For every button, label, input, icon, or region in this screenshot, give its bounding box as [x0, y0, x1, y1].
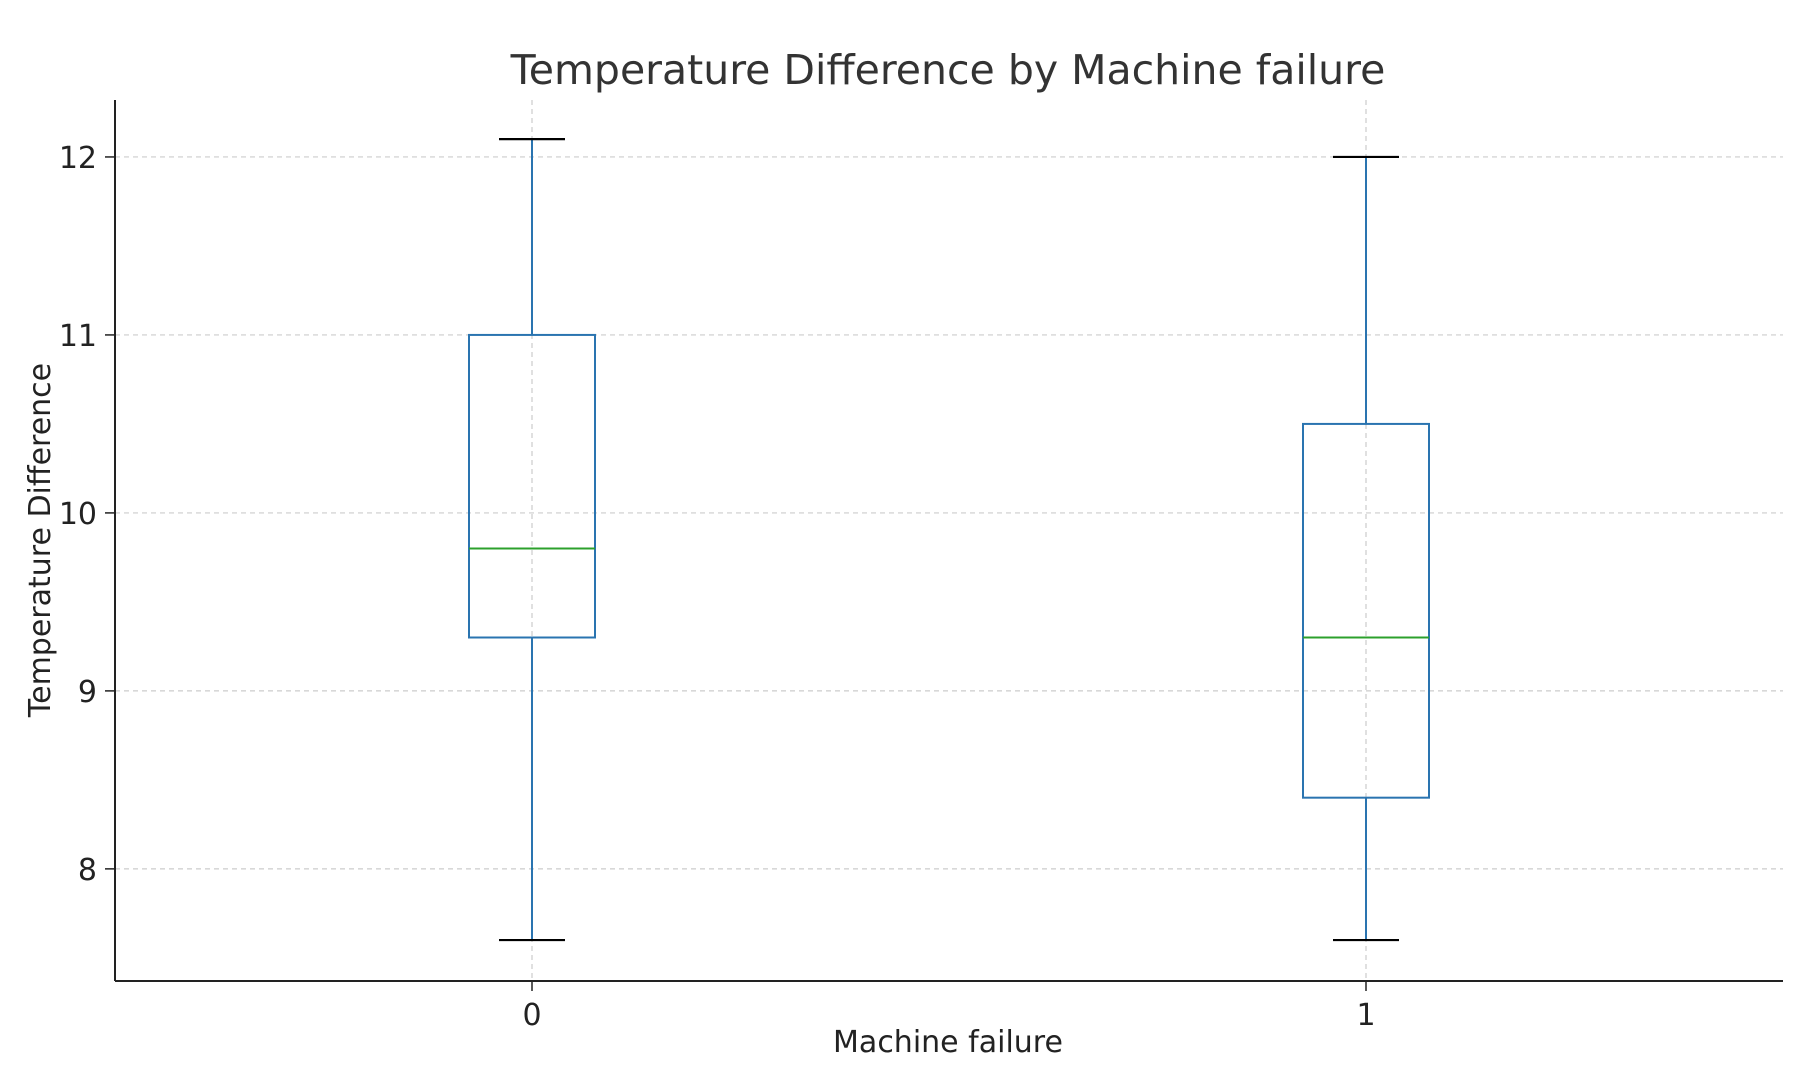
- y-tick-label: 11: [59, 319, 97, 354]
- y-tick-label: 10: [59, 497, 97, 532]
- x-tick-label: 1: [1356, 998, 1375, 1033]
- axes-layer: [114, 100, 1783, 982]
- x-axis-label: Machine failure: [833, 1025, 1063, 1060]
- tick-layer: 8 9 10 11 12 0 1: [59, 141, 1376, 1033]
- y-tick-label: 8: [78, 853, 97, 888]
- y-axis-label: Temperature Difference: [23, 363, 58, 718]
- grid-layer: [115, 100, 1783, 981]
- box-layer: [468, 138, 1430, 942]
- iqr-box-0: [468, 333, 596, 639]
- y-tick-label: 12: [59, 141, 97, 176]
- iqr-box-1: [1302, 422, 1430, 799]
- y-tick-label: 9: [78, 675, 97, 710]
- chart-title: Temperature Difference by Machine failur…: [510, 46, 1386, 94]
- x-tick-label: 0: [522, 998, 541, 1033]
